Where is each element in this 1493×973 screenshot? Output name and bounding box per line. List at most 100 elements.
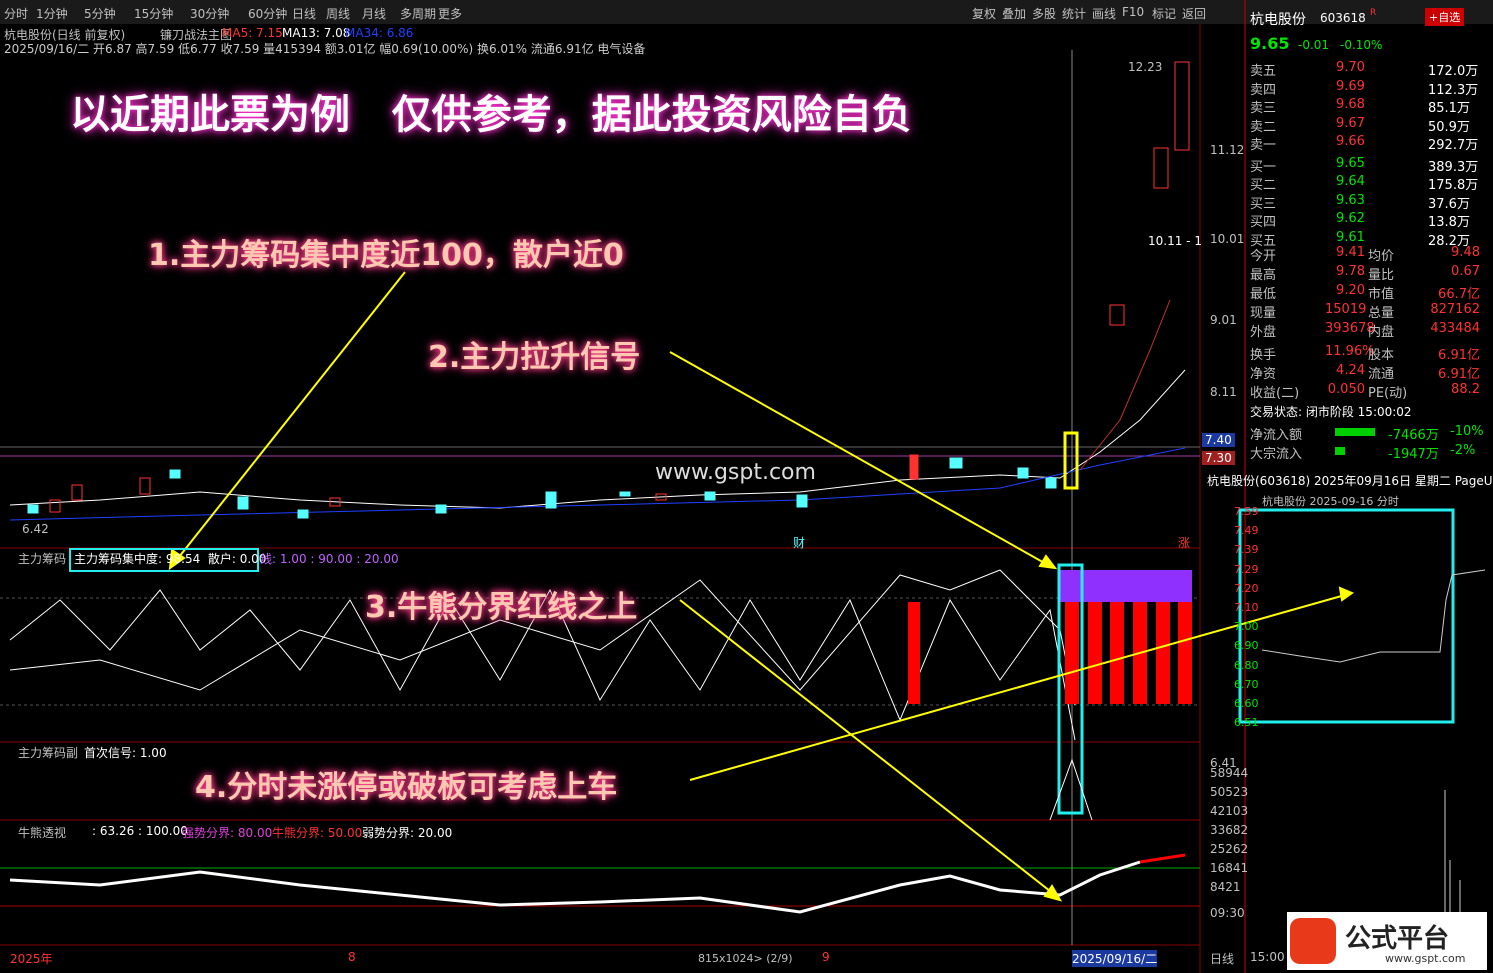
stat-value: 0.67 [1451,264,1480,279]
tab[interactable]: 60分钟 [248,7,288,21]
book-price: 9.61 [1336,229,1365,245]
price-label: 10.01 [1210,232,1245,246]
book-volume: 28.2万 [1428,233,1470,249]
tab[interactable]: 1分钟 [36,7,68,21]
flow-label: 净流入额 [1250,428,1303,443]
panel-name: 主力筹码副 [18,746,79,760]
panel-values: 弱势分界: 20.00 [362,826,453,840]
mini-tick: 6.80 [1234,658,1259,672]
footer: 2025年 [10,952,53,966]
stat-label: 最低 [1250,287,1277,302]
mini-tick: 7.49 [1234,524,1259,538]
axis-label: 25262 [1210,842,1249,856]
price-label: 8.11 [1210,385,1237,399]
mini-tick: 6.70 [1234,677,1259,691]
stat-label: 换手 [1250,348,1277,363]
tab[interactable]: 月线 [362,7,387,21]
tool[interactable]: 复权 [972,7,997,21]
flow-pct: -2% [1450,443,1476,458]
stat-value: 6.91亿 [1438,367,1480,382]
tool[interactable]: 多股 [1032,7,1057,21]
tool[interactable]: 标记 [1152,7,1177,21]
tool[interactable]: 统计 [1062,7,1087,21]
tab[interactable]: 更多 [438,7,463,21]
note: 1.主力筹码集中度近100，散户近0 [148,238,624,273]
axis-label: 6.41 [1210,756,1237,770]
panel-values: 主力筹码集中度: 98.54 散户: 0.00 [74,552,267,566]
book-volume: 50.9万 [1428,119,1470,135]
mini-header: 杭电股份(603618) 2025年09月16日 星期二 PageUp [1207,474,1493,488]
axis-label: 8421 [1210,880,1241,894]
axis-label: 42103 [1210,804,1249,818]
book-label: 卖二 [1250,119,1277,135]
quote-code: 603618 [1320,11,1366,25]
book-label: 买一 [1250,159,1277,175]
stat-label: 最高 [1250,268,1277,283]
tab[interactable]: 日线 [292,7,317,21]
tab[interactable]: 多周期 [400,7,437,21]
axis-label: 50523 [1210,785,1249,799]
flow-label: 大宗流入 [1250,447,1303,462]
quote-name: 杭电股份 [1250,12,1306,28]
price-label: 12.23 [1128,60,1163,74]
stat-label: 股本 [1368,348,1395,363]
book-price: 9.62 [1336,211,1365,226]
tool[interactable]: F10 [1122,5,1145,19]
book-label: 买二 [1250,178,1277,193]
stat-value: 827162 [1430,302,1480,317]
tool[interactable]: 叠加 [1002,7,1027,21]
stat-label: 流通 [1368,367,1395,382]
tool[interactable]: 画线 [1092,7,1117,21]
axis-label: 16841 [1210,861,1249,875]
tab[interactable]: 15分钟 [134,7,174,21]
book-label: 卖三 [1250,101,1277,116]
change-pct: -0.10% [1340,38,1383,52]
footer: 2025/09/16/二 [1072,950,1158,967]
tab[interactable]: 5分钟 [84,7,116,21]
stat-value: 9.48 [1451,245,1480,260]
flow-pct: -10% [1450,424,1484,439]
mini-title: 杭电股份 2025-09-16 分时 [1262,495,1399,508]
stat-label: 量比 [1368,268,1395,283]
book-volume: 389.3万 [1428,159,1479,175]
footer: 815x1024> (2/9) [698,952,793,965]
stat-label: 内盘 [1368,325,1395,340]
book-label: 买三 [1250,196,1277,212]
price-label: 7.30 [1202,451,1235,465]
book-label: 卖五 [1250,64,1277,79]
tab[interactable]: 周线 [326,7,351,21]
price-label: 7.40 [1202,433,1235,447]
add-watch[interactable]: +自选 [1425,8,1465,26]
stat-value: 0.050 [1327,382,1365,397]
ma34: MA34: 6.86 [345,26,414,40]
quote-line: 2025/09/16/二 开6.87 高7.59 低6.77 收7.59 量41… [4,42,646,56]
book-price: 9.70 [1336,60,1365,75]
tab[interactable]: 30分钟 [190,7,230,21]
mini-tick: 7.59 [1234,505,1259,518]
footer: 日线 [1210,952,1235,966]
mini-tick: 6.60 [1234,697,1259,710]
book-price: 9.63 [1336,192,1365,208]
logo-url: www.gspt.com [1385,952,1466,965]
book-volume: 292.7万 [1428,138,1479,153]
footer: 9 [822,950,830,964]
stat-value: 393678 [1325,321,1375,336]
book-price: 9.65 [1336,155,1365,171]
tab[interactable]: 分时 [4,7,29,21]
tool[interactable]: 返回 [1182,7,1207,21]
stat-label: PE(动) [1368,386,1408,401]
stat-label: 净资 [1250,367,1277,382]
mini-tick: 7.20 [1234,581,1259,595]
marker: 财 [793,536,806,550]
logo: 公式平台 [1345,924,1450,954]
stock-name: 杭电股份(日线 前复权) [4,28,126,42]
flow-value: -1947万 [1388,447,1439,462]
status: 交易状态: 闭市阶段 15:00:02 [1250,405,1412,419]
stat-value: 66.7亿 [1438,287,1480,302]
stat-value: 15019 [1325,302,1367,317]
book-price: 9.66 [1336,134,1365,149]
change: -0.01 [1298,38,1330,52]
book-price: 9.68 [1336,97,1365,112]
